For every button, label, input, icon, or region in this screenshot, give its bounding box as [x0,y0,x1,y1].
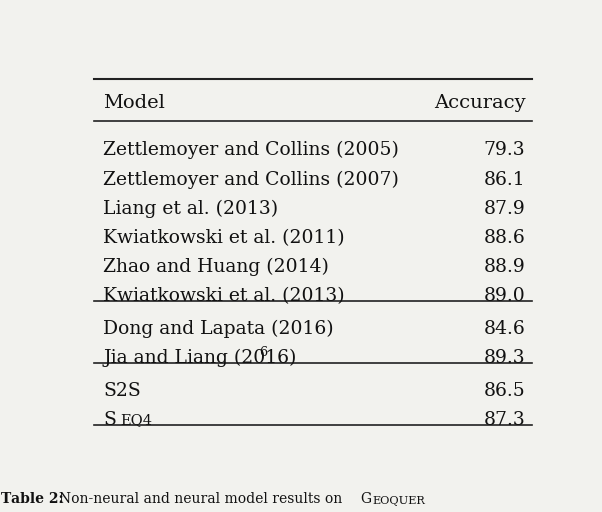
Text: S2S: S2S [104,382,141,400]
Text: Accuracy: Accuracy [434,94,526,112]
Text: 88.6: 88.6 [484,229,526,247]
Text: 6: 6 [259,347,268,359]
Text: Model: Model [104,94,165,112]
Text: Non-neural and neural model results on: Non-neural and neural model results on [59,492,343,506]
Text: Zhao and Huang (2014): Zhao and Huang (2014) [104,258,329,276]
Text: 86.5: 86.5 [484,382,526,400]
Text: EOQUER: EOQUER [372,496,425,506]
Text: Kwiatkowski et al. (2013): Kwiatkowski et al. (2013) [104,287,345,305]
Text: Jia and Liang (2016): Jia and Liang (2016) [104,349,297,367]
Text: 87.9: 87.9 [484,200,526,218]
Text: able 2:: able 2: [11,492,63,506]
Text: 86.1: 86.1 [484,170,526,188]
Text: G: G [360,492,371,506]
Text: 89.0: 89.0 [484,287,526,305]
Text: Zettlemoyer and Collins (2007): Zettlemoyer and Collins (2007) [104,170,399,188]
Text: Zettlemoyer and Collins (2005): Zettlemoyer and Collins (2005) [104,141,399,160]
Text: S: S [104,411,116,429]
Text: 89.3: 89.3 [484,349,526,367]
Text: Kwiatkowski et al. (2011): Kwiatkowski et al. (2011) [104,229,345,247]
Text: 88.9: 88.9 [484,258,526,276]
Text: 87.3: 87.3 [484,411,526,429]
Text: Dong and Lapata (2016): Dong and Lapata (2016) [104,320,334,338]
Text: T: T [1,492,11,506]
Text: 84.6: 84.6 [484,320,526,338]
Text: Liang et al. (2013): Liang et al. (2013) [104,200,278,218]
Text: 79.3: 79.3 [484,141,526,159]
Text: EQ4: EQ4 [120,413,152,427]
